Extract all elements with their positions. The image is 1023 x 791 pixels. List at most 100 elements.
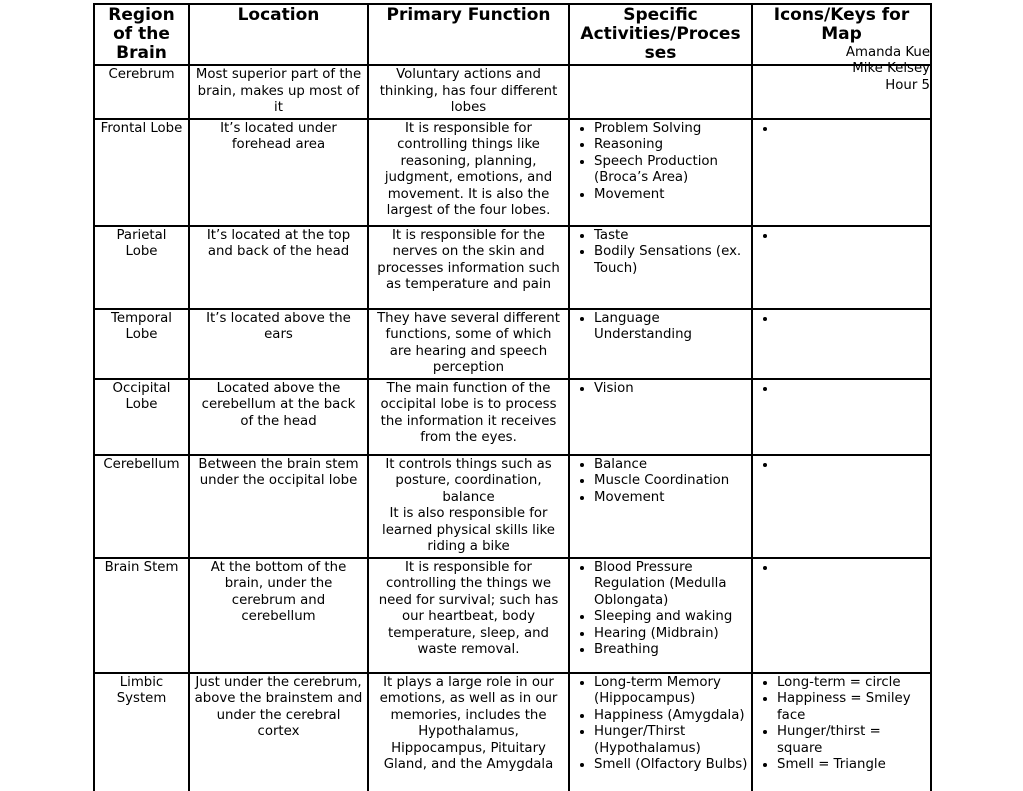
region-function: They have several different functions, s…	[367, 307, 570, 380]
region-icons	[751, 453, 932, 559]
region-location: It’s located at the top and back of the …	[188, 224, 369, 310]
region-location: It’s located under forehead area	[188, 117, 369, 227]
icons-list	[755, 457, 928, 474]
author-names: Amanda Kue Mike Kelsey Hour 5	[846, 45, 930, 94]
function-paragraph: It controls things such as posture, coor…	[385, 456, 552, 505]
region-function: It controls things such as posture, coor…	[367, 453, 570, 559]
region-icons	[751, 556, 932, 674]
bullet-item: Breathing	[594, 642, 749, 659]
header-specific-activities: Specific Activities/Processes	[568, 3, 753, 66]
bullet-item: Problem Solving	[594, 121, 749, 138]
bullet-item	[777, 457, 928, 474]
bullet-item	[777, 121, 928, 138]
icons-list	[755, 311, 928, 328]
region-activities: Vision	[568, 377, 753, 456]
header-region: Region of the Brain	[93, 3, 190, 66]
bullet-item: Movement	[594, 490, 749, 507]
header-icons-keys: Icons/Keys for Map	[751, 3, 932, 66]
table-row-brain-stem: Brain Stem At the bottom of the brain, u…	[93, 556, 932, 674]
bullet-item: Speech Production (Broca’s Area)	[594, 154, 749, 187]
region-location: It’s located above the ears	[188, 307, 369, 380]
region-function: It is responsible for controlling things…	[367, 117, 570, 227]
bullet-item: Vision	[594, 381, 749, 398]
region-name: Occipital Lobe	[93, 377, 190, 456]
bullet-item: Hearing (Midbrain)	[594, 626, 749, 643]
region-function: Voluntary actions and thinking, has four…	[367, 64, 570, 120]
activities-list: Language Understanding	[572, 311, 749, 344]
region-activities: Balance Muscle Coordination Movement	[568, 453, 753, 559]
bullet-item: Reasoning	[594, 137, 749, 154]
table-row-parietal-lobe: Parietal Lobe It’s located at the top an…	[93, 224, 932, 310]
bullet-item: Muscle Coordination	[594, 473, 749, 490]
region-activities: Blood Pressure Regulation (Medulla Oblon…	[568, 556, 753, 674]
region-activities: Long-term Memory (Hippocampus) Happiness…	[568, 671, 753, 791]
table-row-cerebellum: Cerebellum Between the brain stem under …	[93, 453, 932, 559]
table-row-cerebrum: Cerebrum Most superior part of the brain…	[93, 64, 932, 120]
bullet-item: Movement	[594, 187, 749, 204]
region-activities: Problem Solving Reasoning Speech Product…	[568, 117, 753, 227]
bullet-item: Language Understanding	[594, 311, 749, 344]
header-row: Region of the Brain Location Primary Fun…	[93, 3, 932, 66]
region-location: At the bottom of the brain, under the ce…	[188, 556, 369, 674]
icons-list	[755, 228, 928, 245]
region-name: Cerebellum	[93, 453, 190, 559]
table-row-frontal-lobe: Frontal Lobe It’s located under forehead…	[93, 117, 932, 227]
region-function: It is responsible for controlling the th…	[367, 556, 570, 674]
function-paragraph: It is also responsible for learned physi…	[382, 506, 555, 554]
bullet-item	[777, 381, 928, 398]
author-name: Amanda Kue	[845, 45, 930, 60]
region-name: Temporal Lobe	[93, 307, 190, 380]
region-location: Most superior part of the brain, makes u…	[188, 64, 369, 120]
icons-list: Long-term = circle Happiness = Smiley fa…	[755, 675, 928, 774]
region-location: Between the brain stem under the occipit…	[188, 453, 369, 559]
region-name: Frontal Lobe	[93, 117, 190, 227]
bullet-item: Balance	[594, 457, 749, 474]
region-function: The main function of the occipital lobe …	[367, 377, 570, 456]
bullet-item	[777, 560, 928, 577]
activities-list: Problem Solving Reasoning Speech Product…	[572, 121, 749, 204]
bullet-item: Long-term Memory (Hippocampus)	[594, 675, 749, 708]
bullet-item: Blood Pressure Regulation (Medulla Oblon…	[594, 560, 749, 610]
bullet-item: Hunger/thirst = square	[777, 724, 928, 757]
bullet-item: Happiness (Amygdala)	[594, 708, 749, 725]
region-icons	[751, 64, 932, 120]
table-row-occipital-lobe: Occipital Lobe Located above the cerebel…	[93, 377, 932, 456]
region-location: Located above the cerebellum at the back…	[188, 377, 369, 456]
region-icons	[751, 224, 932, 310]
bullet-item: Bodily Sensations (ex. Touch)	[594, 244, 749, 277]
bullet-item: Long-term = circle	[777, 675, 928, 692]
region-location: Just under the cerebrum, above the brain…	[188, 671, 369, 791]
header-primary-function: Primary Function	[367, 3, 570, 66]
region-name: Cerebrum	[93, 64, 190, 120]
author-name: Hour 5	[885, 77, 930, 93]
bullet-item: Taste	[594, 228, 749, 245]
bullet-item: Sleeping and waking	[594, 609, 749, 626]
region-activities	[568, 64, 753, 120]
region-activities: Language Understanding	[568, 307, 753, 380]
region-icons	[751, 377, 932, 456]
table-row-limbic-system: Limbic System Just under the cerebrum, a…	[93, 671, 932, 791]
region-name: Parietal Lobe	[93, 224, 190, 310]
bullet-item: Smell = Triangle	[777, 757, 928, 774]
icons-list	[755, 560, 928, 577]
icons-list	[755, 121, 928, 138]
activities-list: Long-term Memory (Hippocampus) Happiness…	[572, 675, 749, 774]
region-name: Limbic System	[93, 671, 190, 791]
author-name: Mike Kelsey	[852, 61, 930, 77]
bullet-item	[777, 311, 928, 328]
header-location: Location	[188, 3, 369, 66]
region-function: It plays a large role in our emotions, a…	[367, 671, 570, 791]
region-icons	[751, 307, 932, 380]
bullet-item: Smell (Olfactory Bulbs)	[594, 757, 749, 774]
region-icons: Long-term = circle Happiness = Smiley fa…	[751, 671, 932, 791]
bullet-item: Hunger/Thirst (Hypothalamus)	[594, 724, 749, 757]
activities-list: Vision	[572, 381, 749, 398]
region-function: It is responsible for the nerves on the …	[367, 224, 570, 310]
activities-list: Balance Muscle Coordination Movement	[572, 457, 749, 507]
brain-regions-table: Region of the Brain Location Primary Fun…	[93, 3, 932, 791]
region-icons	[751, 117, 932, 227]
activities-list: Taste Bodily Sensations (ex. Touch)	[572, 228, 749, 278]
activities-list: Blood Pressure Regulation (Medulla Oblon…	[572, 560, 749, 659]
bullet-item: Happiness = Smiley face	[777, 691, 928, 724]
